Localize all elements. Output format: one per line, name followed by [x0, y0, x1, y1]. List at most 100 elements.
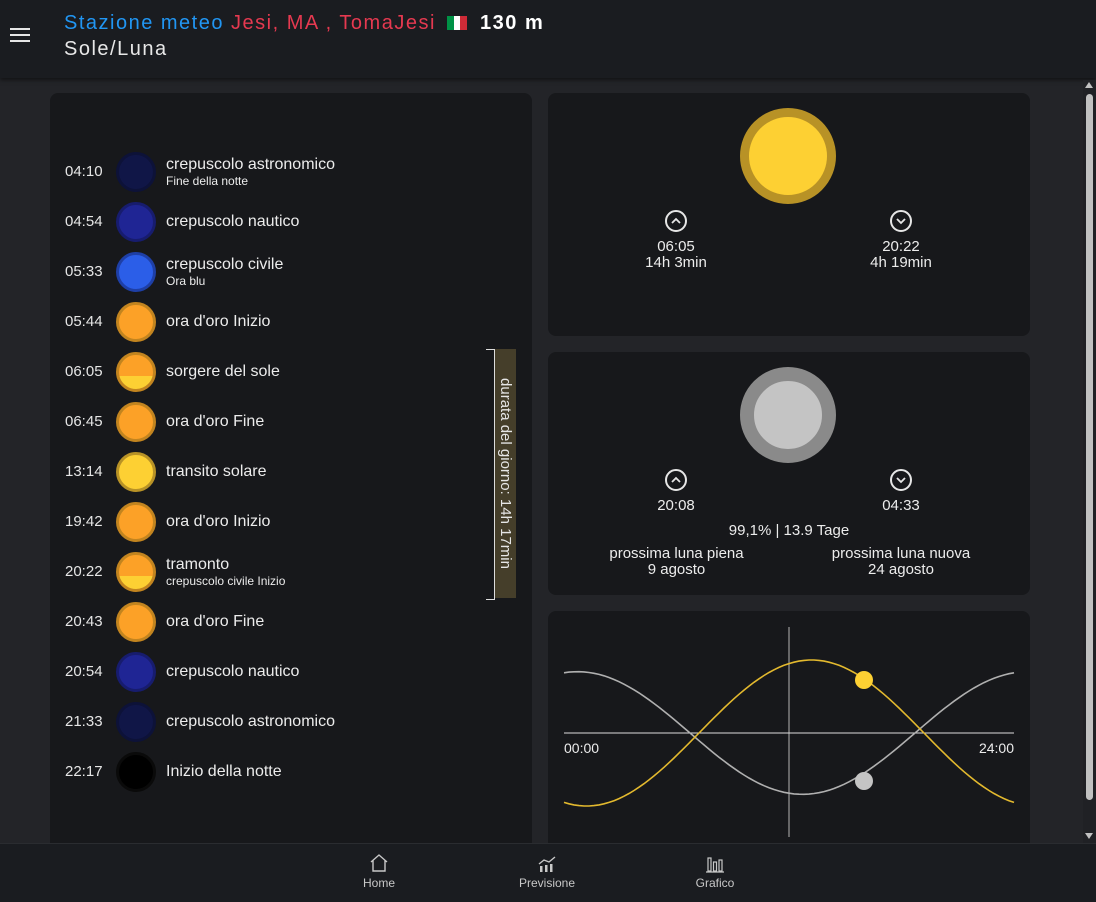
nav-grafico-label: Grafico — [695, 876, 735, 890]
bottom-navigation: Home Previsione Grafico — [0, 843, 1096, 902]
sun-event-row: 05:33 crepuscolo civile Ora blu — [50, 250, 450, 294]
scrollbar-thumb[interactable] — [1086, 94, 1093, 800]
event-phase-icon — [116, 152, 156, 192]
sun-event-row: 21:33 crepuscolo astronomico — [50, 700, 450, 744]
day-length-label: durata del giorno: 14h 17min — [497, 378, 514, 569]
next-new-moon-label: prossima luna nuova — [831, 545, 971, 562]
sun-event-row: 20:54 crepuscolo nautico — [50, 650, 450, 694]
event-phase-icon — [116, 752, 156, 792]
sunset-time: 20:22 — [882, 238, 920, 255]
event-label: ora d'oro Inizio — [166, 513, 271, 530]
sun-event-row: 06:45 ora d'oro Fine — [50, 400, 450, 444]
sun-event-row: 19:42 ora d'oro Inizio — [50, 500, 450, 544]
nav-previsione[interactable]: Previsione — [502, 852, 592, 890]
x-axis-start-label: 00:00 — [564, 740, 599, 756]
sun-event-row: 22:17 Inizio della notte — [50, 750, 450, 794]
moonrise-time: 20:08 — [657, 497, 695, 514]
nav-home-label: Home — [362, 876, 395, 890]
sun-position-marker — [855, 671, 873, 689]
event-time: 05:33 — [65, 263, 103, 280]
hamburger-menu-icon[interactable] — [10, 28, 30, 44]
home-icon — [370, 854, 388, 872]
scroll-up-arrow-icon[interactable] — [1085, 82, 1093, 88]
station-altitude: 130 m — [480, 12, 545, 34]
scroll-down-arrow-icon[interactable] — [1085, 833, 1093, 839]
day-length-bar: durata del giorno: 14h 17min — [495, 349, 516, 598]
sunrise-time: 06:05 — [657, 238, 695, 255]
chevron-up-circle-icon — [665, 210, 687, 232]
event-time: 20:43 — [65, 613, 103, 630]
sun-event-row: 04:54 crepuscolo nautico — [50, 200, 450, 244]
event-time: 20:22 — [65, 563, 103, 580]
nav-grafico[interactable]: Grafico — [670, 852, 760, 890]
event-phase-icon — [116, 202, 156, 242]
event-sublabel: Ora blu — [166, 274, 206, 288]
event-label: crepuscolo nautico — [166, 213, 300, 230]
event-phase-icon — [116, 702, 156, 742]
event-phase-icon — [116, 402, 156, 442]
event-label: crepuscolo astronomico — [166, 156, 335, 173]
bar-chart-icon — [706, 857, 724, 873]
app-header: Stazione meteo Jesi, MA , TomaJesi 130 m… — [0, 0, 1096, 78]
forecast-chart-icon — [538, 856, 556, 872]
page-title: Sole/Luna — [64, 38, 168, 60]
sunset-duration: 4h 19min — [870, 254, 932, 271]
next-full-moon-date: 9 agosto — [647, 561, 706, 578]
event-label: transito solare — [166, 463, 267, 480]
sun-moon-chart-card: 00:00 24:00 — [548, 611, 1030, 853]
event-sublabel: Fine della notte — [166, 174, 249, 188]
station-title: Stazione meteo Jesi, MA , TomaJesi 130 m — [64, 12, 544, 35]
event-time: 13:14 — [65, 463, 103, 480]
moon-icon — [740, 367, 836, 463]
moon-card: 20:08 04:33 99,1% | 13.9 Tage prossima l… — [548, 352, 1030, 595]
event-label: ora d'oro Fine — [166, 613, 265, 630]
x-axis-end-label: 24:00 — [979, 740, 1014, 756]
moon-altitude-curve — [563, 670, 1015, 796]
sun-altitude-curve — [563, 659, 1015, 807]
sun-card: 06:05 14h 3min 20:22 4h 19min — [548, 93, 1030, 336]
sun-event-row: 04:10 crepuscolo astronomico Fine della no… — [50, 150, 450, 194]
sun-event-row: 05:44 ora d'oro Inizio — [50, 300, 450, 344]
nav-home[interactable]: Home — [334, 852, 424, 890]
event-time: 04:54 — [65, 213, 103, 230]
event-label: ora d'oro Inizio — [166, 313, 271, 330]
event-time: 20:54 — [65, 663, 103, 680]
event-phase-icon — [116, 552, 156, 592]
moonset-time: 04:33 — [882, 497, 920, 514]
event-label: ora d'oro Fine — [166, 413, 265, 430]
event-label: Inizio della notte — [166, 763, 282, 780]
event-label: crepuscolo civile — [166, 256, 284, 273]
day-length-bracket — [486, 349, 495, 600]
event-phase-icon — [116, 252, 156, 292]
event-phase-icon — [116, 602, 156, 642]
sun-events-card: 04:10 crepuscolo astronomico Fine della no… — [50, 93, 532, 853]
sun-event-row: 13:14 transito solare — [50, 450, 450, 494]
event-sublabel: crepuscolo civile Inizio — [166, 574, 286, 588]
event-time: 06:05 — [65, 363, 103, 380]
next-full-moon-label: prossima luna piena — [609, 545, 744, 562]
event-time: 19:42 — [65, 513, 103, 530]
moon-position-marker — [855, 772, 873, 790]
sunrise-duration: 14h 3min — [645, 254, 707, 271]
sun-moon-altitude-chart: 00:00 24:00 — [563, 627, 1015, 837]
event-phase-icon — [116, 452, 156, 492]
event-time: 22:17 — [65, 763, 103, 780]
event-label: crepuscolo astronomico — [166, 713, 335, 730]
sun-event-row: 06:05 sorgere del sole — [50, 350, 450, 394]
event-label: sorgere del sole — [166, 363, 280, 380]
event-phase-icon — [116, 502, 156, 542]
sun-event-row: 20:22 tramonto crepuscolo civile Inizio — [50, 550, 450, 594]
vertical-scrollbar[interactable] — [1083, 80, 1096, 843]
italy-flag-icon — [446, 13, 467, 30]
event-label: crepuscolo nautico — [166, 663, 300, 680]
sun-event-row: 20:43 ora d'oro Fine — [50, 600, 450, 644]
event-phase-icon — [116, 302, 156, 342]
chevron-down-circle-icon — [890, 469, 912, 491]
nav-previsione-label: Previsione — [518, 876, 576, 890]
station-label: Stazione meteo — [64, 12, 224, 34]
event-time: 05:44 — [65, 313, 103, 330]
event-label: tramonto — [166, 556, 230, 573]
event-time: 04:10 — [65, 163, 103, 180]
moon-illumination: 99,1% | 13.9 Tage — [728, 522, 850, 539]
event-time: 21:33 — [65, 713, 103, 730]
